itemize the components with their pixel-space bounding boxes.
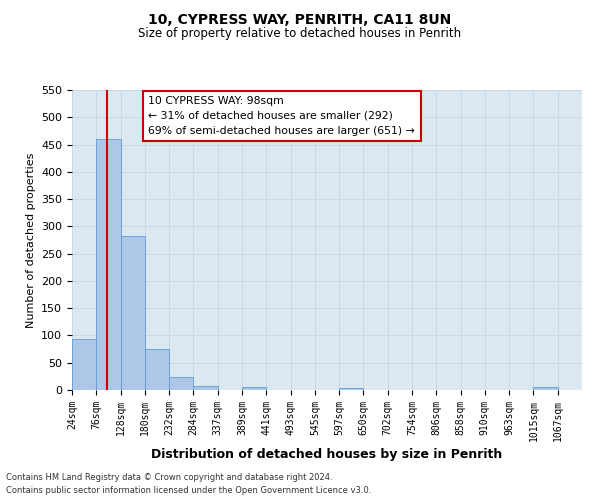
Bar (339, 388, 364, 390)
Y-axis label: Number of detached properties: Number of detached properties (26, 152, 35, 328)
Text: Size of property relative to detached houses in Penrith: Size of property relative to detached ho… (139, 28, 461, 40)
Bar (145, 348, 169, 390)
Bar (121, 236, 145, 390)
Text: 10, CYPRESS WAY, PENRITH, CA11 8UN: 10, CYPRESS WAY, PENRITH, CA11 8UN (148, 12, 452, 26)
Bar (193, 386, 218, 390)
Bar (169, 378, 193, 390)
Text: Contains public sector information licensed under the Open Government Licence v3: Contains public sector information licen… (6, 486, 371, 495)
Text: 10 CYPRESS WAY: 98sqm
← 31% of detached houses are smaller (292)
69% of semi-det: 10 CYPRESS WAY: 98sqm ← 31% of detached … (149, 96, 415, 136)
Bar (72, 340, 96, 390)
Text: Contains HM Land Registry data © Crown copyright and database right 2024.: Contains HM Land Registry data © Crown c… (6, 474, 332, 482)
X-axis label: Distribution of detached houses by size in Penrith: Distribution of detached houses by size … (151, 448, 503, 461)
Bar (242, 388, 266, 390)
Bar (96, 139, 121, 390)
Bar (533, 388, 558, 390)
